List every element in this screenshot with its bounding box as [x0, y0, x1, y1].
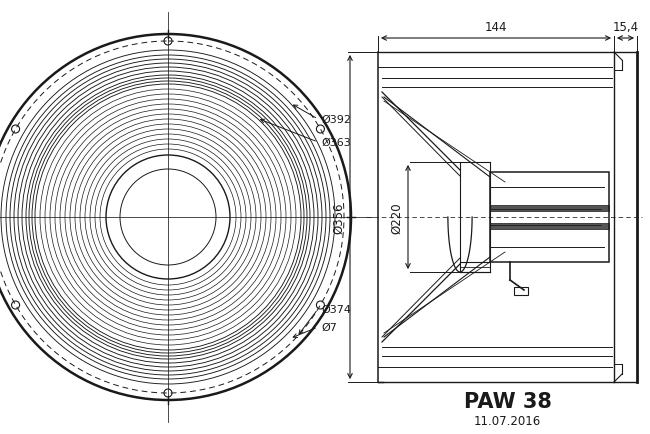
Text: Ø7: Ø7 — [321, 322, 337, 332]
Text: Ø363: Ø363 — [321, 138, 351, 148]
Text: 11.07.2016: 11.07.2016 — [474, 414, 541, 427]
Text: PAW 38: PAW 38 — [463, 391, 551, 411]
Text: 15,4: 15,4 — [612, 21, 638, 34]
Text: Ø374: Ø374 — [321, 304, 351, 314]
Bar — [490, 206, 609, 211]
Text: Ø392: Ø392 — [321, 115, 351, 125]
Text: Ø220: Ø220 — [390, 202, 403, 233]
Text: Ø356: Ø356 — [332, 202, 345, 233]
Bar — [514, 287, 528, 295]
Bar — [490, 173, 609, 263]
Text: 144: 144 — [485, 21, 507, 34]
Bar — [490, 224, 609, 230]
